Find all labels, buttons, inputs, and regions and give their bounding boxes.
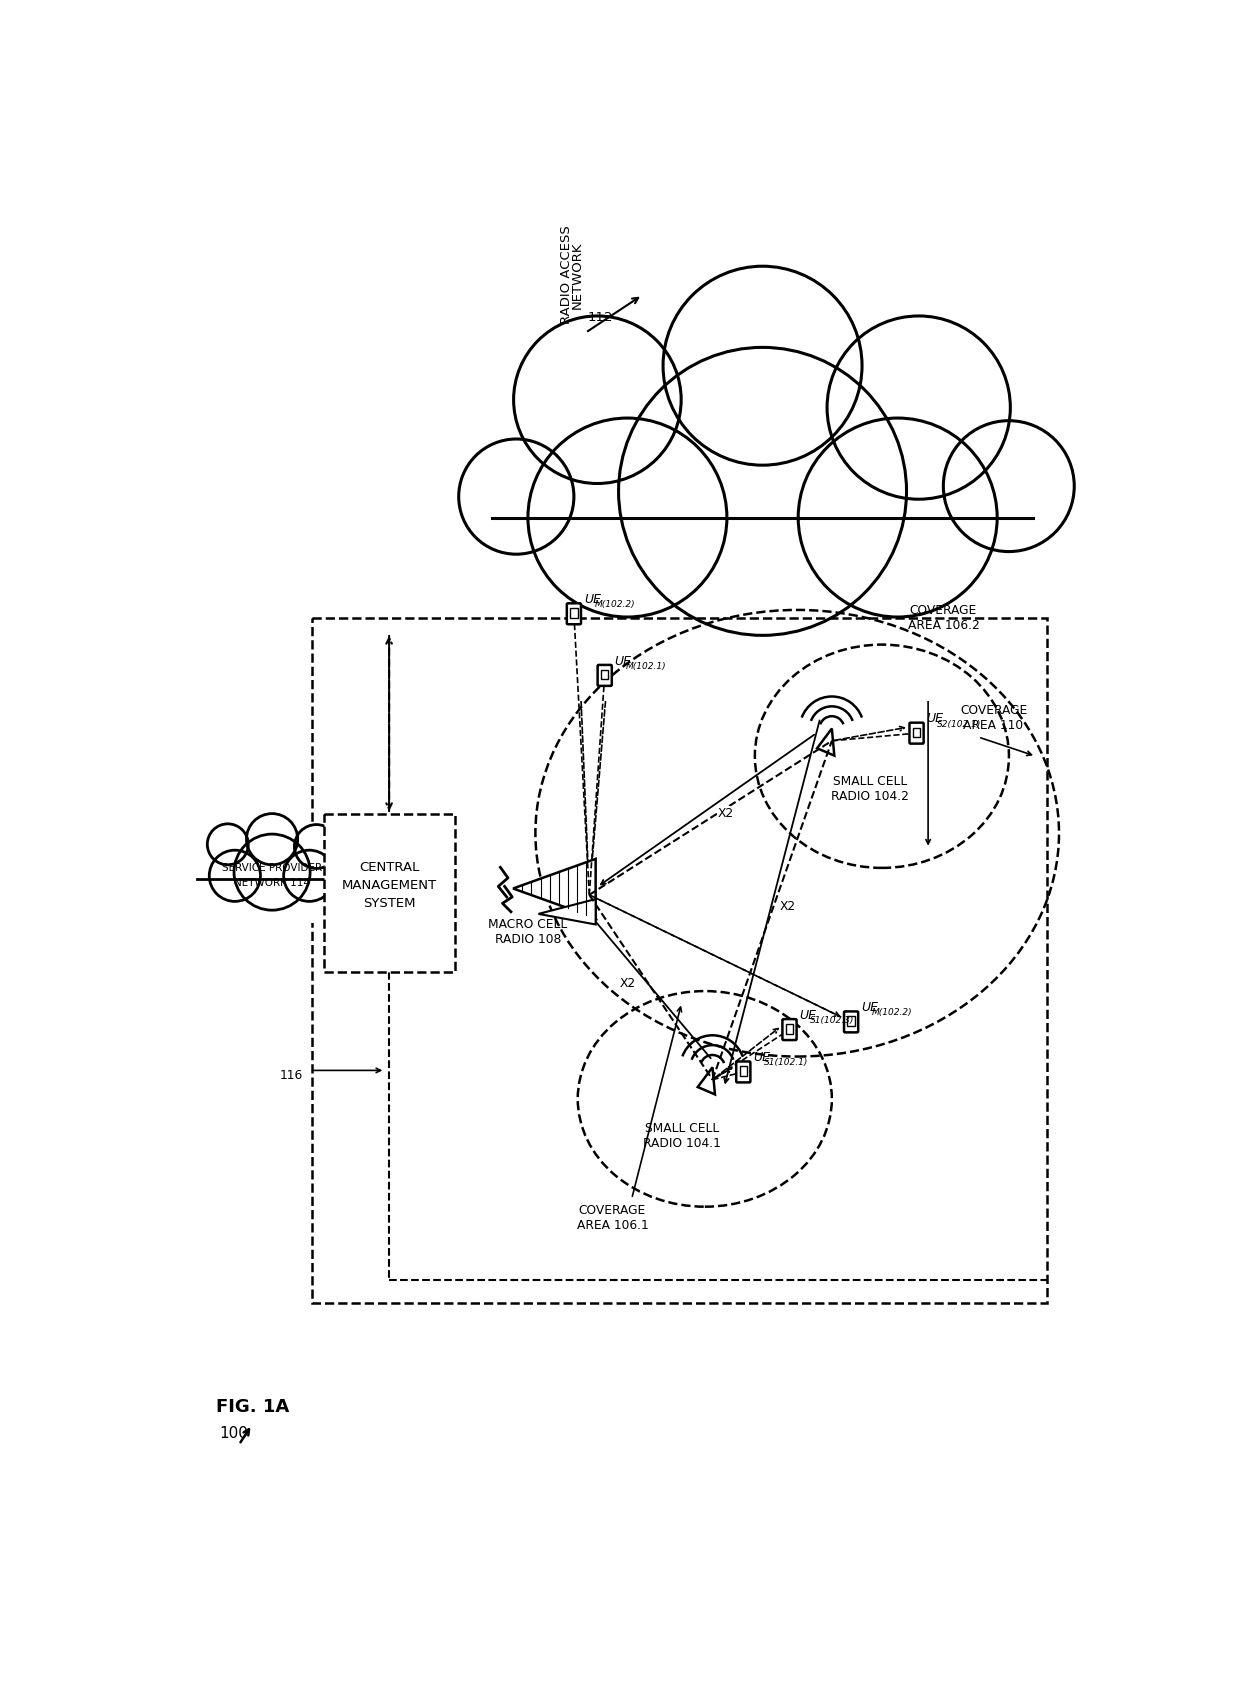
Polygon shape [513, 860, 595, 918]
Circle shape [827, 316, 1011, 500]
Text: SMALL CELL
RADIO 104.1: SMALL CELL RADIO 104.1 [642, 1122, 720, 1150]
FancyBboxPatch shape [909, 723, 924, 743]
Circle shape [663, 266, 862, 466]
Circle shape [619, 348, 906, 636]
Text: M(102.2): M(102.2) [595, 600, 635, 609]
Text: COVERAGE
AREA 106.2: COVERAGE AREA 106.2 [908, 604, 980, 632]
Text: SMALL CELL
RADIO 104.2: SMALL CELL RADIO 104.2 [831, 775, 909, 804]
Circle shape [207, 824, 248, 865]
Polygon shape [817, 728, 835, 755]
FancyBboxPatch shape [737, 1061, 750, 1083]
FancyBboxPatch shape [433, 518, 1092, 701]
Text: UE: UE [584, 594, 601, 606]
Text: X2: X2 [718, 807, 734, 821]
Circle shape [513, 316, 681, 483]
Text: UE: UE [615, 654, 631, 668]
Text: M(102.2): M(102.2) [872, 1008, 913, 1018]
Text: MACRO CELL
RADIO 108: MACRO CELL RADIO 108 [489, 918, 568, 945]
Text: X2: X2 [620, 977, 636, 991]
Polygon shape [324, 814, 455, 972]
Text: FIG. 1A: FIG. 1A [216, 1398, 289, 1416]
FancyBboxPatch shape [598, 664, 611, 686]
Polygon shape [538, 900, 595, 925]
Circle shape [459, 439, 574, 553]
Text: 112: 112 [588, 311, 614, 325]
Circle shape [284, 849, 335, 902]
Text: CENTRAL
MANAGEMENT
SYSTEM: CENTRAL MANAGEMENT SYSTEM [341, 861, 436, 910]
Circle shape [294, 824, 339, 868]
FancyBboxPatch shape [782, 1019, 796, 1039]
Text: COVERAGE
AREA 110: COVERAGE AREA 110 [960, 703, 1027, 732]
Text: NETWORK 114: NETWORK 114 [234, 878, 310, 888]
Text: S2(102.1): S2(102.1) [937, 720, 982, 728]
Text: UE: UE [861, 1001, 878, 1014]
Text: M(102.1): M(102.1) [625, 661, 666, 671]
FancyBboxPatch shape [184, 880, 361, 923]
Text: S1(102.1): S1(102.1) [764, 1058, 808, 1068]
Text: SERVICE PROVIDER: SERVICE PROVIDER [222, 863, 322, 873]
Circle shape [944, 420, 1074, 552]
Circle shape [799, 419, 997, 617]
Text: UE: UE [754, 1051, 770, 1065]
FancyBboxPatch shape [844, 1011, 858, 1033]
Circle shape [234, 834, 310, 910]
Text: UE: UE [800, 1009, 816, 1023]
Circle shape [528, 419, 727, 617]
Text: S1(102.3): S1(102.3) [810, 1016, 854, 1024]
Polygon shape [698, 1068, 715, 1095]
FancyBboxPatch shape [567, 604, 582, 624]
Text: COVERAGE
AREA 106.1: COVERAGE AREA 106.1 [577, 1204, 649, 1233]
Text: X2: X2 [780, 900, 796, 913]
Text: 100: 100 [219, 1426, 248, 1441]
Text: NETWORK: NETWORK [572, 241, 584, 309]
Text: 116: 116 [279, 1070, 303, 1082]
Text: RADIO ACCESS: RADIO ACCESS [559, 225, 573, 325]
Circle shape [210, 849, 260, 902]
Circle shape [247, 814, 298, 865]
Text: UE: UE [926, 713, 944, 725]
